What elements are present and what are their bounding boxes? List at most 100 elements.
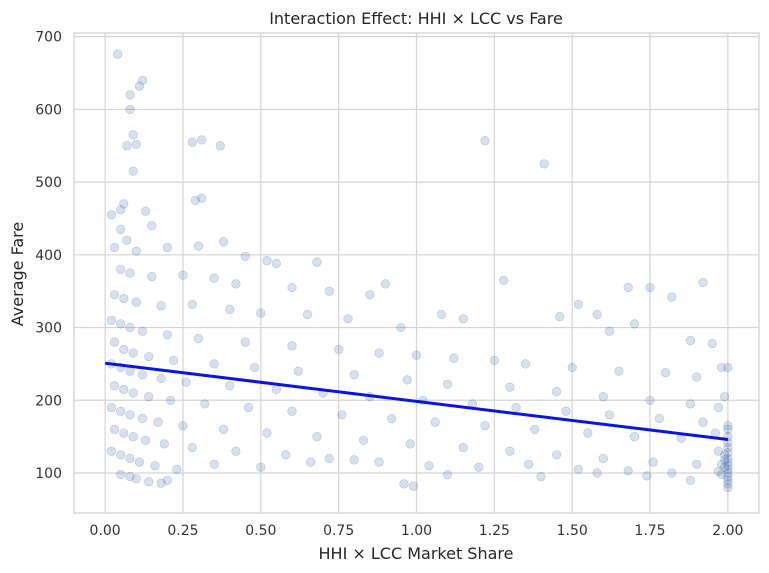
data-point	[614, 366, 624, 376]
data-point	[405, 439, 415, 449]
data-point	[178, 421, 188, 431]
data-point	[116, 450, 126, 460]
data-point	[551, 450, 562, 460]
data-point	[271, 384, 282, 395]
data-point	[240, 251, 250, 261]
data-point	[193, 241, 204, 251]
data-point	[604, 326, 615, 336]
data-point	[137, 413, 148, 424]
data-point	[349, 455, 359, 465]
data-point	[387, 413, 397, 424]
data-point	[156, 478, 166, 488]
data-point	[116, 406, 126, 416]
data-point	[698, 417, 708, 427]
data-point	[287, 406, 297, 416]
data-point	[287, 282, 297, 293]
data-point	[685, 475, 696, 485]
data-point	[723, 424, 733, 435]
data-point	[169, 355, 179, 365]
data-point	[458, 314, 468, 324]
data-point	[324, 453, 334, 464]
data-point	[122, 141, 132, 151]
data-point	[654, 413, 665, 424]
data-point	[443, 379, 453, 389]
grid	[74, 33, 759, 513]
data-point	[128, 388, 138, 398]
data-point	[374, 348, 384, 358]
data-point	[505, 382, 515, 392]
data-point	[112, 49, 123, 59]
data-point	[723, 461, 733, 471]
data-point	[511, 402, 521, 413]
data-point	[567, 362, 577, 373]
x-tick-label: 2.00	[712, 523, 743, 539]
data-point	[256, 308, 266, 318]
y-tick-label: 500	[35, 175, 62, 191]
plot-frame	[73, 32, 760, 514]
data-point	[137, 75, 148, 85]
data-point	[125, 322, 135, 333]
data-point	[162, 475, 172, 485]
data-point	[293, 366, 303, 376]
data-point	[505, 446, 515, 456]
data-point	[458, 442, 468, 453]
data-point	[190, 195, 200, 205]
data-point	[723, 468, 733, 478]
data-point	[424, 461, 434, 471]
data-point	[162, 242, 172, 253]
data-point	[667, 292, 677, 302]
data-point	[122, 235, 132, 245]
data-point	[200, 399, 210, 409]
data-point	[713, 402, 724, 413]
data-point	[209, 459, 219, 469]
data-point	[720, 455, 730, 465]
y-tick-label: 300	[35, 321, 62, 337]
data-point	[660, 368, 671, 378]
data-point	[209, 273, 219, 283]
y-axis-ticks: 100 200 300 400 500 600 700	[35, 30, 62, 482]
data-point	[262, 428, 272, 438]
data-point	[334, 344, 344, 355]
data-point	[141, 206, 151, 216]
data-point	[262, 256, 272, 266]
data-point	[172, 464, 182, 475]
y-tick-label: 700	[35, 30, 62, 46]
data-point	[536, 472, 546, 482]
data-point	[109, 290, 120, 300]
data-point	[187, 442, 197, 453]
data-point	[137, 326, 148, 336]
data-point	[399, 479, 409, 489]
data-point	[604, 410, 615, 420]
data-point	[125, 472, 135, 482]
data-point	[116, 264, 126, 275]
data-point	[374, 457, 384, 467]
data-point	[119, 428, 129, 438]
data-point	[629, 432, 640, 442]
x-tick-label: 1.00	[401, 523, 432, 539]
x-axis-label: HHI × LCC Market Share	[319, 544, 514, 563]
data-point	[380, 279, 391, 289]
x-tick-label: 0.75	[323, 523, 354, 539]
y-tick-label: 200	[35, 393, 62, 409]
data-point	[106, 402, 116, 413]
data-point	[125, 366, 135, 376]
data-point	[723, 457, 733, 467]
data-point	[623, 282, 633, 293]
data-point	[499, 275, 509, 285]
data-point	[489, 355, 499, 365]
data-point	[723, 472, 733, 482]
data-point	[231, 279, 241, 289]
data-point	[723, 479, 733, 489]
data-point	[131, 297, 141, 307]
data-point	[685, 399, 696, 409]
data-point	[720, 392, 730, 402]
data-point	[197, 193, 207, 203]
x-axis-ticks: 0.00 0.25 0.50 0.75 1.00 1.25 1.50 1.75 2.00	[90, 523, 744, 539]
data-point	[402, 375, 412, 385]
data-point	[551, 386, 562, 397]
data-point	[128, 432, 138, 442]
data-point	[256, 462, 266, 472]
data-point	[116, 319, 126, 329]
data-point	[723, 464, 733, 475]
data-point	[723, 475, 733, 485]
